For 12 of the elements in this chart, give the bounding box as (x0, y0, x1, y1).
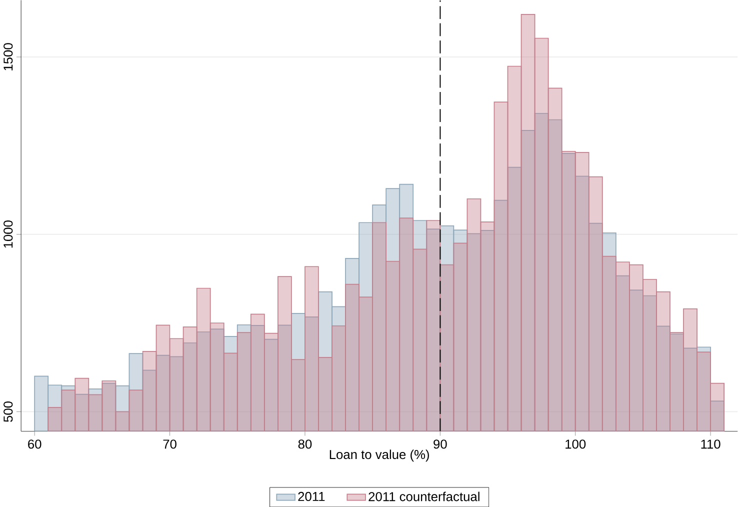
legend-label: 2011 counterfactual (368, 492, 480, 502)
y-tick-label: 500 (4, 401, 13, 422)
x-tick-label: 100 (566, 439, 586, 449)
x-tick-label: 110 (701, 439, 720, 449)
legend-label: 2011 (298, 492, 325, 501)
x-tick-label: 70 (163, 439, 176, 449)
y-tick-label: 1000 (4, 220, 13, 248)
x-axis-title: Loan to value (%) (330, 450, 429, 462)
x-tick-label: 60 (28, 439, 42, 449)
y-tick-label: 1500 (4, 43, 13, 70)
x-tick-label: 90 (434, 439, 447, 449)
x-tick-label: 80 (298, 439, 312, 449)
